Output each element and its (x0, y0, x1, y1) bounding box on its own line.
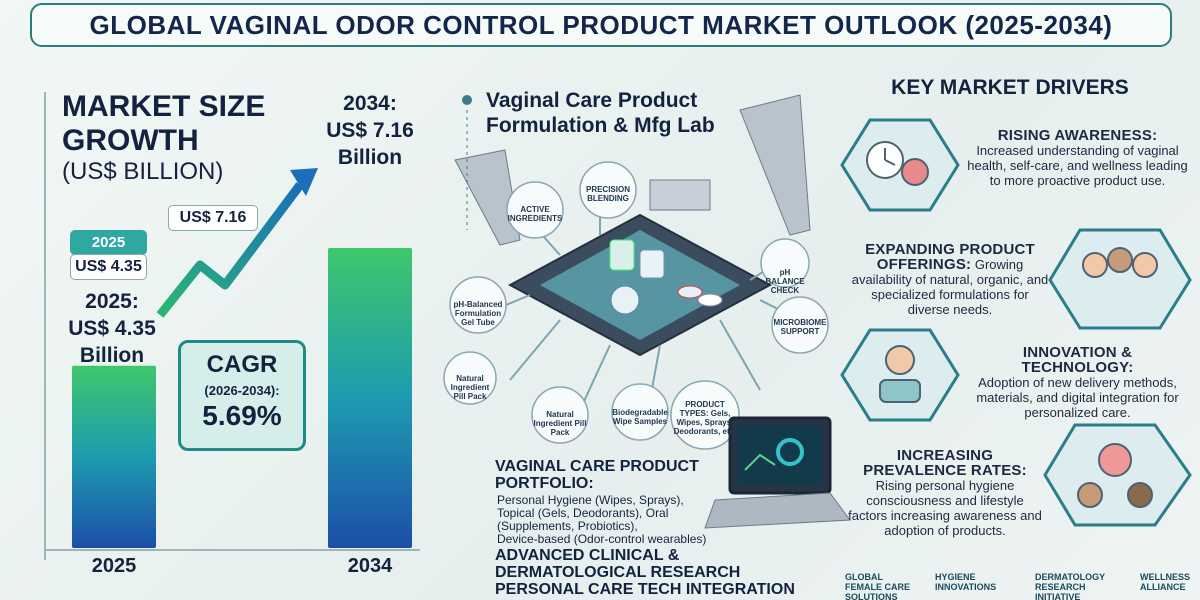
logo: DERMATOLOGY RESEARCH INITIATIVE (1035, 572, 1106, 600)
driver-card: INNOVATION & TECHNOLOGY: Adoption of new … (965, 345, 1190, 420)
lab-label: pH BALANCE CHECK (765, 268, 805, 295)
portfolio-line: Topical (Gels, Deodorants), Oral (497, 506, 669, 520)
x-tick-label: 2025 (92, 555, 137, 577)
bar (328, 248, 412, 548)
portfolio-line: (Supplements, Probiotics), (497, 519, 638, 533)
end-caption-unit: Billion (337, 146, 403, 169)
market-unit: (US$ BILLION) (62, 158, 224, 185)
driver-card: RISING AWARENESS: Increased understanding… (965, 128, 1190, 188)
start-tag-year: 2025 (70, 230, 147, 255)
portfolio-line: Device-based (Odor-control wearables) (497, 532, 707, 546)
research-line: DERMATOLOGICAL RESEARCH (495, 564, 741, 581)
lab-label: PRODUCT TYPES: Gels, Wipes, Sprays, Deod… (673, 400, 737, 436)
icon-details (866, 141, 1158, 508)
lab-label: pH-Balanced Formulation Gel Tube (453, 300, 503, 327)
lab-label: Natural Ingredient Pill Pack (533, 410, 587, 437)
driver-title: INCREASING PREVALENCE RATES: (863, 447, 1027, 479)
start-caption-unit: Billion (79, 344, 145, 367)
driver-title: EXPANDING PRODUCT OFFERINGS: (865, 241, 1035, 273)
research-lines: ADVANCED CLINICAL & DERMATOLOGICAL RESEAR… (495, 547, 795, 598)
end-caption-year: 2034: (343, 92, 397, 115)
driver-title: INNOVATION & TECHNOLOGY: (1021, 344, 1134, 376)
driver-card: EXPANDING PRODUCT OFFERINGS: Growing ava… (850, 242, 1050, 317)
page-title: GLOBAL VAGINAL ODOR CONTROL PRODUCT MARK… (30, 3, 1172, 47)
lab-label: Natural Ingredient Pill Pack (450, 374, 490, 401)
research-line: PERSONAL CARE TECH INTEGRATION (495, 581, 795, 598)
driver-text: Growing availability of natural, organic… (851, 257, 1049, 317)
end-tag: US$ 7.16 (168, 205, 258, 231)
lab-label: PRECISION BLENDING (585, 185, 630, 203)
driver-text: Increased understanding of vaginal healt… (967, 143, 1188, 188)
cagr-period: (2026-2034): (204, 383, 280, 398)
start-tag-value: US$ 4.35 (70, 254, 147, 280)
portfolio-title: VAGINAL CARE PRODUCT PORTFOLIO: (495, 458, 699, 492)
logo: WELLNESS ALLIANCE (1140, 572, 1191, 592)
lab-label: MICROBIOME SUPPORT (773, 318, 827, 336)
logo: GLOBAL FEMALE CARE SOLUTIONS (845, 572, 910, 600)
driver-text: Rising personal hygiene consciousness an… (848, 478, 1042, 538)
end-caption-value: US$ 7.16 (326, 119, 414, 142)
lab-label: Biodegradable Wipe Samples (612, 408, 668, 426)
lab-label: ACTIVE INGREDIENTS (507, 205, 563, 223)
lab-title: Vaginal Care Product Formulation & Mfg L… (486, 89, 715, 137)
research-line: ADVANCED CLINICAL & (495, 547, 680, 564)
portfolio-line: Personal Hygiene (Wipes, Sprays), (497, 493, 684, 507)
driver-text: Adoption of new delivery methods, materi… (976, 375, 1179, 420)
driver-card: INCREASING PREVALENCE RATES: Rising perso… (845, 448, 1045, 538)
cagr-title: CAGR (206, 351, 278, 378)
portfolio-lines: Personal Hygiene (Wipes, Sprays), Topical… (497, 494, 727, 546)
arrow-head (290, 168, 318, 196)
market-title: MARKET SIZE GROWTH (62, 90, 266, 157)
growth-arrow (156, 182, 304, 318)
driver-title: RISING AWARENESS: (997, 127, 1158, 144)
start-caption-value: US$ 4.35 (68, 317, 156, 340)
bar (72, 365, 156, 548)
lab-illustration (443, 94, 851, 529)
logo: HYGIENE INNOVATIONS (935, 572, 997, 592)
start-caption-year: 2025: (85, 290, 139, 313)
cagr-box: CAGR (2026-2034): 5.69% (178, 340, 306, 451)
cagr-value: 5.69% (202, 400, 282, 431)
x-tick-label: 2034 (348, 555, 393, 577)
drivers-title: KEY MARKET DRIVERS (891, 76, 1129, 99)
